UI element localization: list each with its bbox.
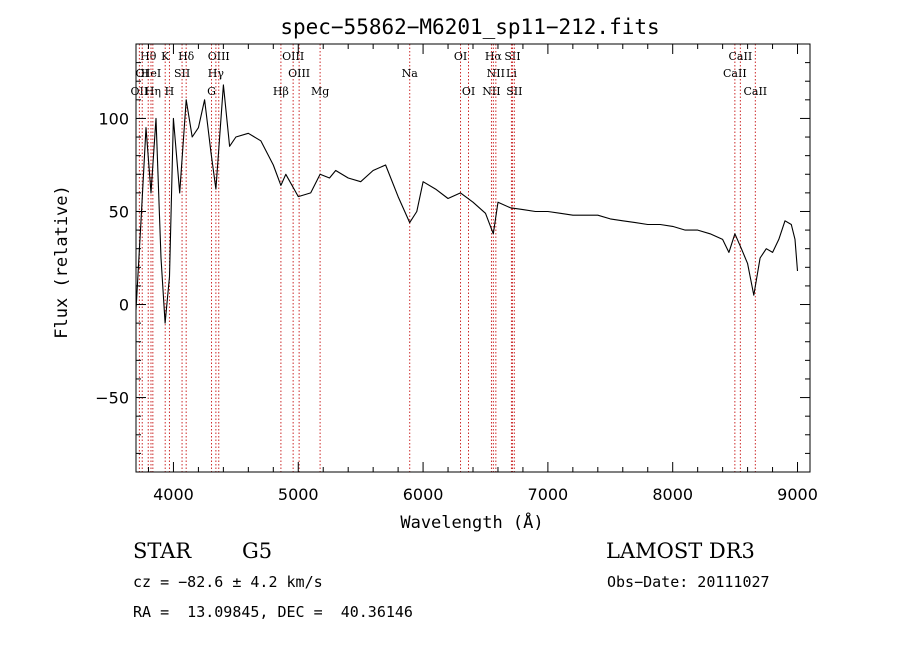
x-tick-label: 6000: [403, 485, 444, 504]
spectral-line-label: Hβ: [273, 85, 289, 98]
y-tick-label: 100: [98, 109, 129, 128]
spectral-line-label: OII: [131, 85, 149, 98]
spectral-line-label: CaII: [729, 50, 753, 63]
spectral-line-label: OIII: [208, 50, 230, 63]
object-class: STAR: [133, 539, 192, 563]
spectral-line-label: OI: [462, 85, 475, 98]
x-tick-label: 4000: [153, 485, 194, 504]
spectral-line-label: Hγ: [208, 67, 225, 80]
x-tick-label: 5000: [278, 485, 319, 504]
x-tick-label: 8000: [652, 485, 693, 504]
spectral-line-label: K: [161, 50, 170, 63]
x-tick-label: 7000: [528, 485, 569, 504]
y-tick-label: 0: [119, 296, 129, 315]
spectral-line-label: Hθ: [140, 50, 157, 63]
survey-name: LAMOST DR3: [606, 539, 755, 563]
spectral-line-label: CaII: [723, 67, 747, 80]
spectral-line-label: NII: [487, 67, 505, 80]
spectrum-series: [135, 84, 799, 324]
spectral-line-label: Hα: [485, 50, 503, 63]
object-subclass: G5: [242, 539, 273, 563]
spectral-line-label: Na: [402, 67, 419, 80]
spectral-line-label: SII: [504, 50, 520, 63]
spectral-line-label: Mg: [311, 85, 329, 98]
chart-title: spec−55862−M6201_sp11−212.fits: [280, 15, 659, 39]
coordinates: RA = 13.09845, DEC = 40.36146: [133, 603, 413, 621]
spectral-line-label: CaII: [743, 85, 767, 98]
spectral-line-label: Hδ: [178, 50, 195, 63]
spectrum-line: [135, 84, 799, 324]
spectral-line-label: HeI: [141, 67, 161, 80]
y-tick-label: −50: [95, 389, 129, 408]
axis-ticks: [136, 44, 810, 472]
spectral-line-label: OIII: [282, 50, 304, 63]
spectral-line-label: G: [207, 85, 216, 98]
spectral-line-label: NII: [482, 85, 500, 98]
spectral-line-label: Hη: [145, 85, 161, 98]
x-tick-label: 9000: [777, 485, 818, 504]
spectral-line-label: Li: [506, 67, 517, 80]
redshift-velocity: cz = −82.6 ± 4.2 km/s: [133, 573, 323, 591]
spectral-line-label: OI: [454, 50, 467, 63]
y-tick-label: 50: [109, 202, 129, 221]
spectral-line-label: SII: [174, 67, 190, 80]
spectral-line-label: H: [165, 85, 175, 98]
plot-frame: [135, 43, 811, 473]
y-axis-label: Flux (relative): [52, 185, 72, 339]
observation-date: Obs−Date: 20111027: [607, 573, 770, 591]
tick-labels: 4000 5000 6000 7000 8000 9000 100 50 0 −50: [95, 109, 818, 504]
x-axis-label: Wavelength (Å): [400, 511, 543, 533]
spectral-line-label: OI: [136, 67, 149, 80]
spectral-line-label: OIII: [288, 67, 310, 80]
spectral-line-label: SII: [506, 85, 522, 98]
